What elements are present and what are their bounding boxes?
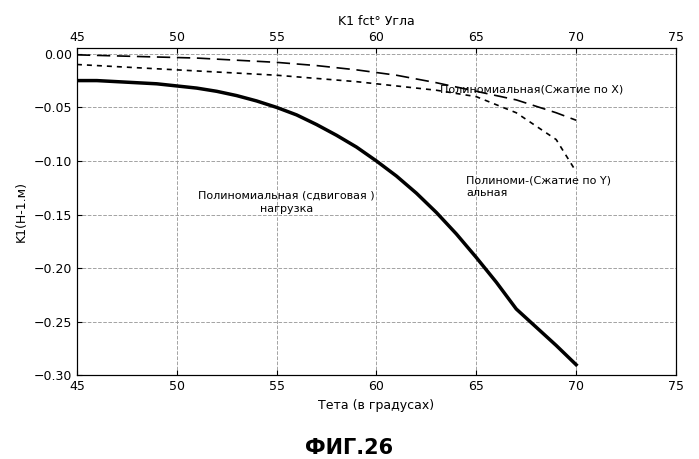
Text: ФИГ.26: ФИГ.26: [305, 438, 394, 459]
Text: Полиномиальная(Сжатие по X): Полиномиальная(Сжатие по X): [440, 84, 624, 94]
Text: нагрузка: нагрузка: [260, 204, 313, 214]
Text: Полиномиальная (сдвиговая ): Полиномиальная (сдвиговая ): [199, 190, 375, 200]
Text: альная: альная: [466, 188, 507, 198]
X-axis label: Тета (в градусах): Тета (в градусах): [319, 399, 435, 412]
Text: Полиноми-(Сжатие по Y): Полиноми-(Сжатие по Y): [466, 175, 612, 185]
Y-axis label: K1(Н-1.м): K1(Н-1.м): [15, 181, 28, 242]
X-axis label: K1 fct° Угла: K1 fct° Угла: [338, 15, 415, 28]
